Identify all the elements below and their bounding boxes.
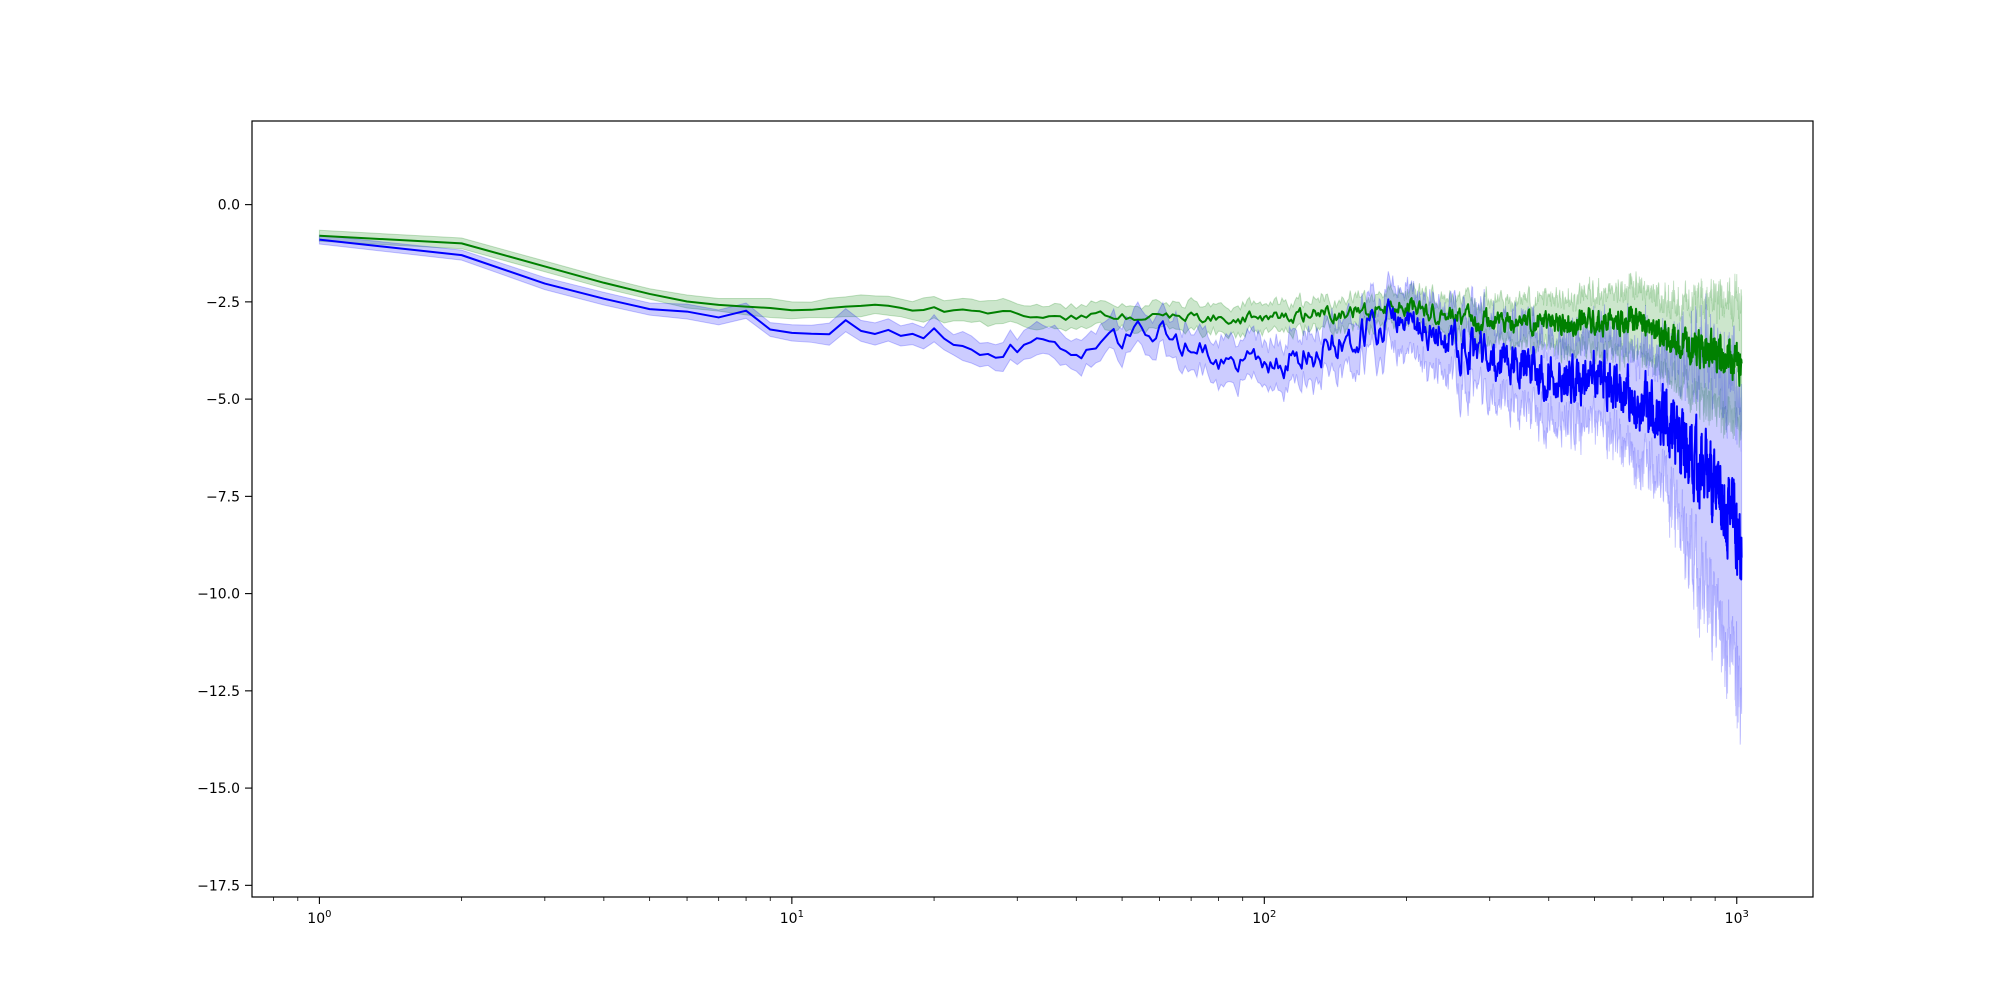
series-lines: [319, 234, 1743, 581]
y-tick-label: −15.0: [197, 781, 240, 797]
x-tick-label: 101: [780, 909, 804, 927]
x-tick-label: 103: [1725, 909, 1749, 927]
x-tick-label: 102: [1252, 909, 1276, 927]
x-tick-label: 100: [307, 909, 331, 927]
y-tick-label: −10.0: [197, 587, 240, 603]
series-0-band: [318, 229, 1743, 448]
y-tick-label: −17.5: [197, 878, 240, 894]
plot-frame: [251, 120, 1814, 898]
y-tick-label: 0.0: [218, 198, 240, 214]
y-tick-label: −2.5: [206, 295, 240, 311]
y-tick-label: −7.5: [206, 489, 240, 505]
y-axis: 0.0 −2.5 −5.0 −7.5 −10.0 −12.5 −15.0 −17.5: [197, 198, 252, 894]
y-tick-label: −5.0: [206, 392, 240, 408]
series-1-line: [319, 238, 1743, 581]
x-axis: 100 101 102 103: [273, 897, 1749, 927]
series-0-line: [319, 234, 1743, 387]
y-tick-label: −12.5: [197, 684, 240, 700]
